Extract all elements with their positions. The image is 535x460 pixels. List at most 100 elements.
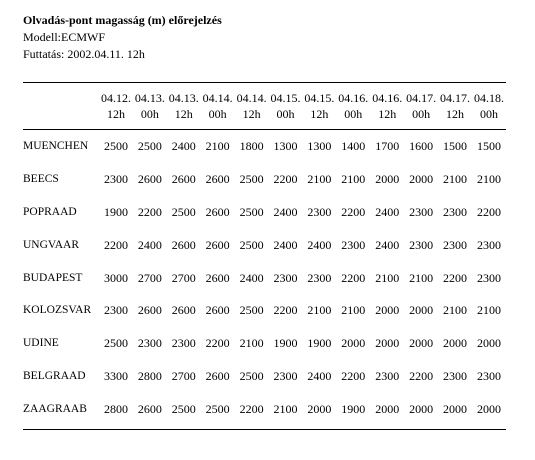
value-cell: 2000 xyxy=(375,303,400,318)
city-name: MUENCHEN xyxy=(23,140,89,153)
value-cell: 1700 xyxy=(375,139,400,154)
value-cell: 2500 xyxy=(239,237,264,252)
table-row: POPRAAD 1900 2200 2500 2600 2500 2400 2300 2200 2… xyxy=(23,196,506,229)
value-cell: 2100 xyxy=(307,303,332,318)
value-cell: 2400 xyxy=(137,237,162,252)
column-header: 04.17. 00h xyxy=(404,88,438,130)
column-header: 04.16. 12h xyxy=(370,88,404,130)
value-cell: 1500 xyxy=(443,139,468,154)
value-cell: 2500 xyxy=(239,303,264,318)
column-date: 04.16. xyxy=(338,91,369,105)
value-cell: 2600 xyxy=(137,401,162,416)
value-cell: 2300 xyxy=(307,270,332,285)
value-cell: 2500 xyxy=(239,368,264,383)
value-cell: 2200 xyxy=(443,270,468,285)
value-cell: 2000 xyxy=(375,336,400,351)
value-cell: 2500 xyxy=(137,139,162,154)
value-cell: 2400 xyxy=(171,139,196,154)
value-cell: 2300 xyxy=(443,204,468,219)
value-cell: 2200 xyxy=(341,204,366,219)
report-header: Olvadás-pont magasság (m) előrejelzés Mo… xyxy=(23,12,222,63)
value-cell: 2500 xyxy=(103,336,128,351)
value-cell: 2100 xyxy=(375,270,400,285)
city-name: POPRAAD xyxy=(23,205,77,218)
city-name: BUDAPEST xyxy=(23,271,83,284)
column-date: 04.13. xyxy=(168,91,199,105)
value-cell: 2200 xyxy=(409,368,434,383)
column-hour: 00h xyxy=(412,107,431,121)
value-cell: 2300 xyxy=(443,368,468,383)
value-cell: 2500 xyxy=(171,401,196,416)
column-header: 04.15. 12h xyxy=(302,88,336,130)
value-cell: 2200 xyxy=(205,336,230,351)
value-cell: 1300 xyxy=(307,139,332,154)
value-cell: 2600 xyxy=(137,172,162,187)
value-cell: 1500 xyxy=(476,139,501,154)
table-row: KOLOZSVAR 2300 2600 2600 2600 2500 2200 2100 210… xyxy=(23,294,506,327)
value-cell: 2300 xyxy=(137,336,162,351)
value-cell: 2600 xyxy=(205,368,230,383)
value-cell: 2000 xyxy=(375,172,400,187)
value-cell: 2000 xyxy=(409,172,434,187)
column-hour: 12h xyxy=(106,107,125,121)
value-cell: 2300 xyxy=(443,237,468,252)
value-cell: 2200 xyxy=(273,303,298,318)
column-date: 04.12. xyxy=(100,91,131,105)
value-cell: 1600 xyxy=(409,139,434,154)
column-hour: 00h xyxy=(344,107,363,121)
value-cell: 2000 xyxy=(307,401,332,416)
value-cell: 2000 xyxy=(375,401,400,416)
table-header-rule xyxy=(23,129,506,130)
value-cell: 2300 xyxy=(307,204,332,219)
city-name: ZAAGRAAB xyxy=(23,402,87,415)
value-cell: 2300 xyxy=(476,368,501,383)
column-header: 04.18. 00h xyxy=(472,88,506,130)
value-cell: 2100 xyxy=(476,303,501,318)
value-cell: 2500 xyxy=(239,204,264,219)
value-cell: 2800 xyxy=(103,401,128,416)
value-cell: 2200 xyxy=(476,204,501,219)
column-date: 04.14. xyxy=(236,91,267,105)
value-cell: 2200 xyxy=(103,237,128,252)
column-header: 04.12. 12h xyxy=(99,88,133,130)
value-cell: 2300 xyxy=(273,270,298,285)
column-header: 04.16. 00h xyxy=(336,88,370,130)
value-cell: 2700 xyxy=(137,270,162,285)
table-header-row: 04.12. 12h 04.13. 00h 04.13. 12h 04.14. 00h 04.1… xyxy=(23,88,506,130)
value-cell: 2100 xyxy=(476,172,501,187)
header-corner xyxy=(23,88,99,130)
value-cell: 2300 xyxy=(375,368,400,383)
city-name: BEECS xyxy=(23,173,59,186)
table-row: BEECS 2300 2600 2600 2600 2500 2200 2100 2100 200… xyxy=(23,163,506,196)
value-cell: 3000 xyxy=(103,270,128,285)
column-hour: 00h xyxy=(276,107,295,121)
value-cell: 1300 xyxy=(273,139,298,154)
value-cell: 2600 xyxy=(171,172,196,187)
value-cell: 2400 xyxy=(239,270,264,285)
value-cell: 2600 xyxy=(171,303,196,318)
column-date: 04.17. xyxy=(406,91,437,105)
column-date: 04.18. xyxy=(473,91,504,105)
value-cell: 2000 xyxy=(409,303,434,318)
value-cell: 1800 xyxy=(239,139,264,154)
column-header: 04.13. 12h xyxy=(167,88,201,130)
column-header: 04.15. 00h xyxy=(269,88,303,130)
value-cell: 2500 xyxy=(205,401,230,416)
value-cell: 2100 xyxy=(307,172,332,187)
value-cell: 2500 xyxy=(103,139,128,154)
value-cell: 2300 xyxy=(273,368,298,383)
value-cell: 2300 xyxy=(171,336,196,351)
value-cell: 2400 xyxy=(273,237,298,252)
forecast-table: 04.12. 12h 04.13. 00h 04.13. 12h 04.14. 00h 04.1… xyxy=(23,88,506,425)
value-cell: 2100 xyxy=(443,303,468,318)
table-row: BELGRAAD 3300 2800 2700 2600 2500 2300 2400 2200… xyxy=(23,360,506,393)
model-label: Modell:ECMWF xyxy=(23,30,106,44)
column-header: 04.17. 12h xyxy=(438,88,472,130)
table-row: MUENCHEN 2500 2500 2400 2100 1800 1300 1300 1400… xyxy=(23,130,506,163)
value-cell: 2200 xyxy=(341,270,366,285)
value-cell: 2600 xyxy=(171,237,196,252)
column-date: 04.17. xyxy=(440,91,471,105)
city-name: BELGRAAD xyxy=(23,369,86,382)
column-hour: 12h xyxy=(310,107,329,121)
value-cell: 2600 xyxy=(205,172,230,187)
